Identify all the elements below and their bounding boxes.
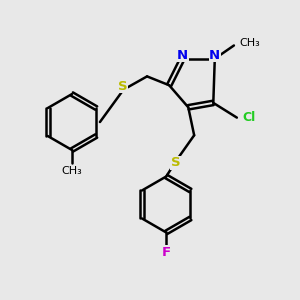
Text: F: F	[162, 246, 171, 259]
Text: Cl: Cl	[242, 111, 255, 124]
Text: N: N	[209, 49, 220, 62]
Text: S: S	[118, 80, 128, 93]
Text: CH₃: CH₃	[239, 38, 260, 48]
Text: S: S	[171, 156, 181, 169]
Text: N: N	[177, 49, 188, 62]
Text: CH₃: CH₃	[61, 167, 82, 176]
